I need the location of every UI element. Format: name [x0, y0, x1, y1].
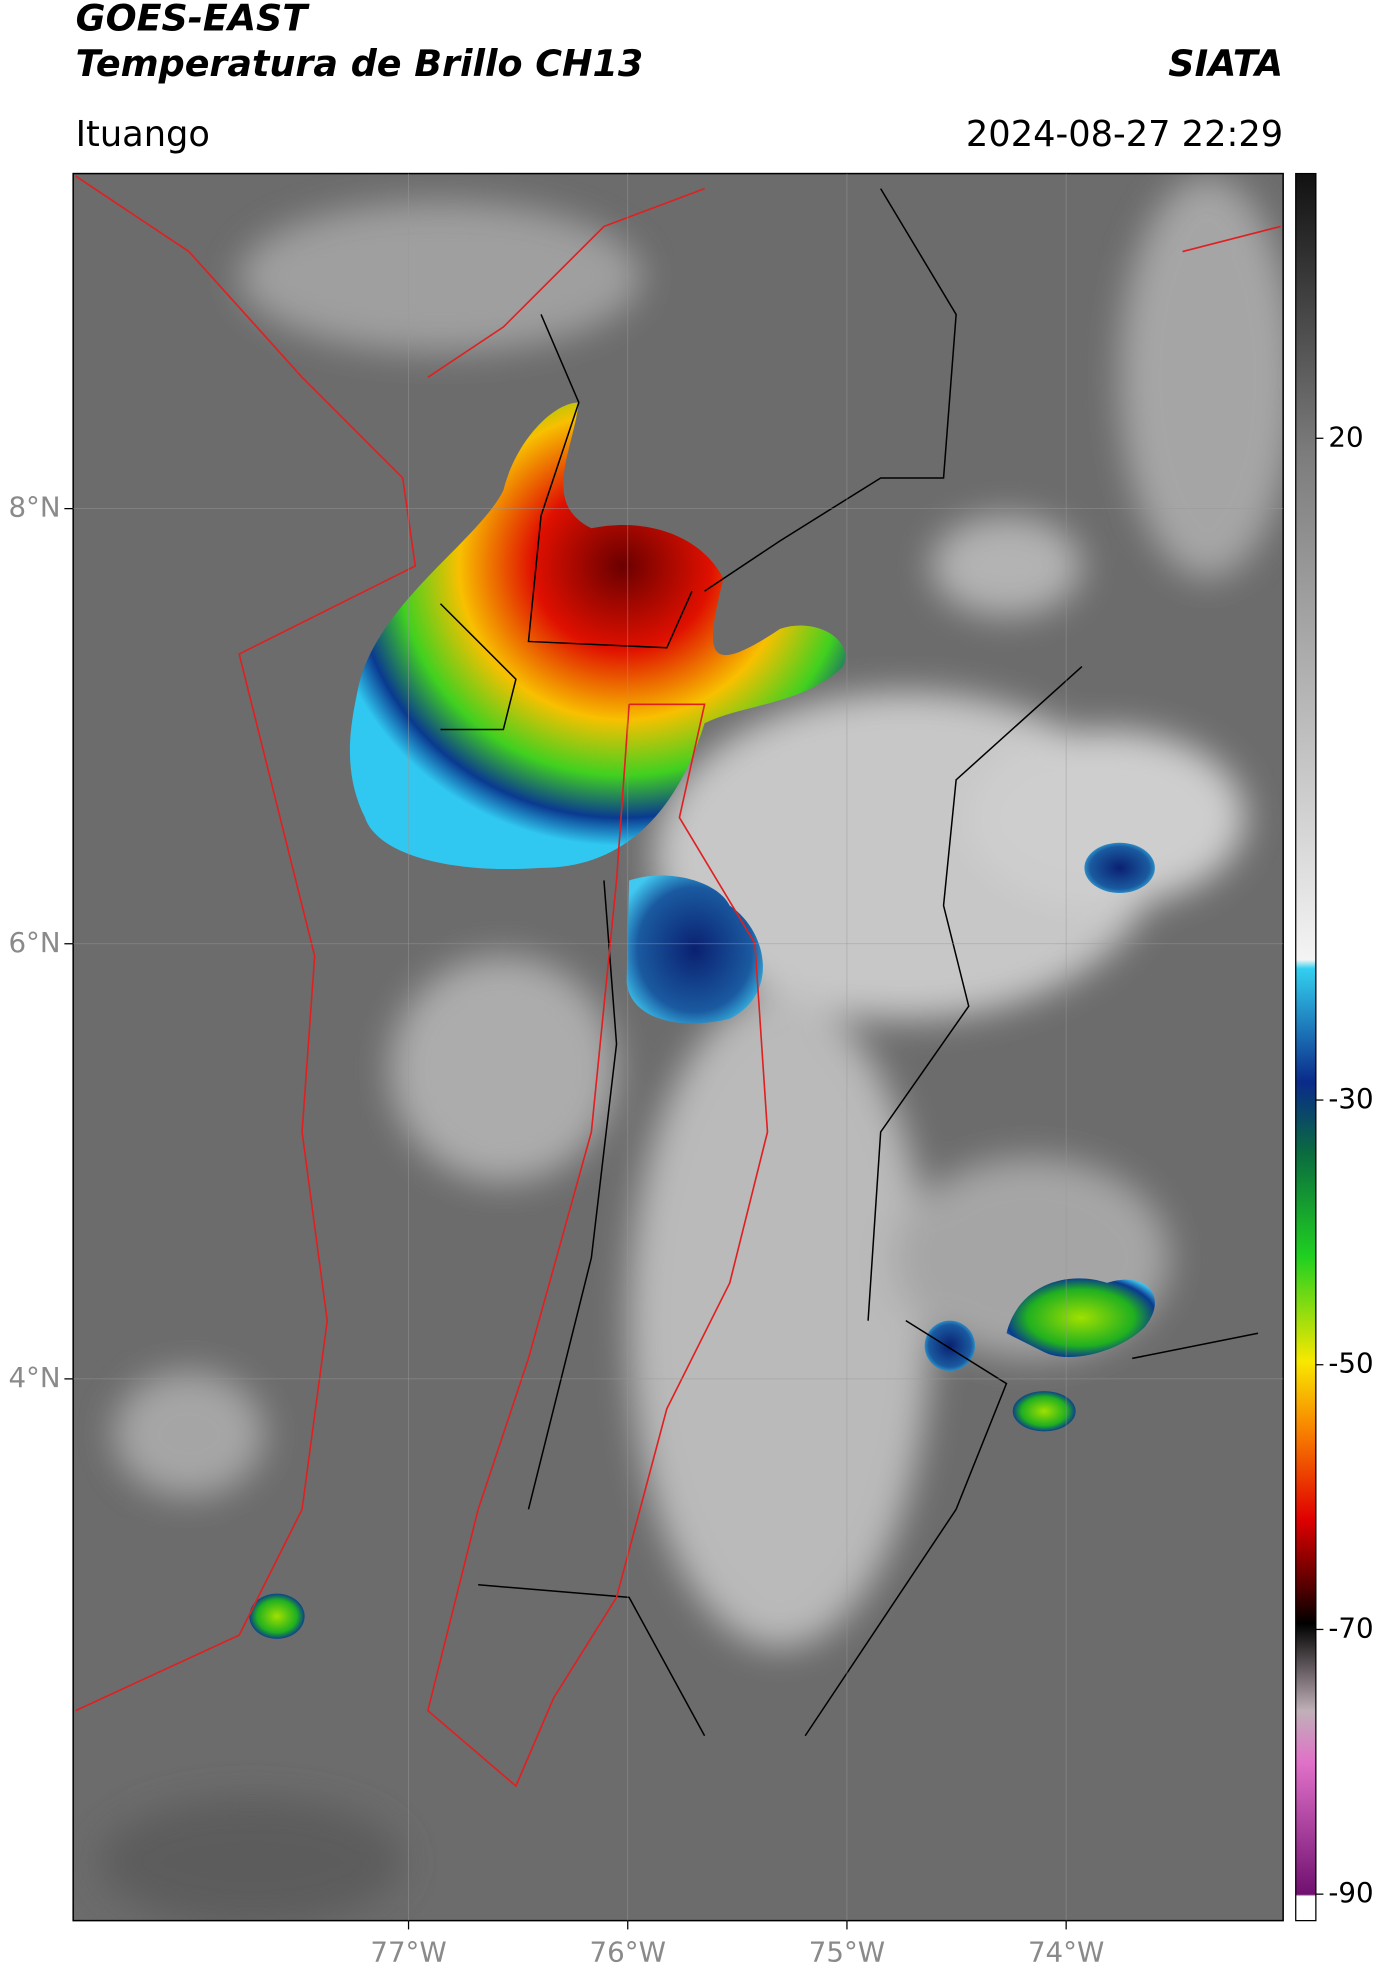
y-tick-label: 6°N	[8, 926, 60, 959]
colorbar-tick-label: -30	[1328, 1082, 1373, 1115]
colorbar-tick-label: -70	[1328, 1611, 1373, 1644]
timestamp: 2024-08-27 22:29	[966, 114, 1283, 155]
title: GOES-EAST	[76, 0, 311, 40]
header: GOES-EAST Temperatura de Brillo CH13 SIA…	[76, 0, 1283, 155]
location: Ituango	[76, 114, 210, 155]
x-tick-label: 75°W	[809, 1935, 885, 1968]
subtitle: Temperatura de Brillo CH13	[76, 42, 644, 85]
agency: SIATA	[1168, 42, 1283, 85]
map-frame	[72, 172, 1284, 1922]
x-tick-label: 76°W	[590, 1935, 666, 1968]
y-tick-label: 4°N	[8, 1361, 60, 1394]
colorbar-tick-label: 20	[1328, 420, 1363, 453]
colorbar	[1295, 172, 1317, 1922]
map-image	[73, 173, 1284, 1921]
y-tick-label: 8°N	[8, 491, 60, 524]
colorbar-tick-label: -90	[1328, 1876, 1373, 1909]
colorbar-tick-label: -50	[1328, 1347, 1373, 1380]
x-tick-label: 74°W	[1028, 1935, 1104, 1968]
x-tick-label: 77°W	[370, 1935, 446, 1968]
